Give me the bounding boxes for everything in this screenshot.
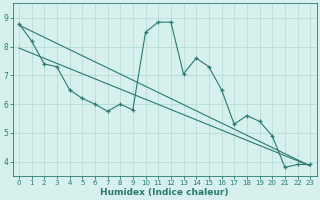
X-axis label: Humidex (Indice chaleur): Humidex (Indice chaleur) bbox=[100, 188, 229, 197]
